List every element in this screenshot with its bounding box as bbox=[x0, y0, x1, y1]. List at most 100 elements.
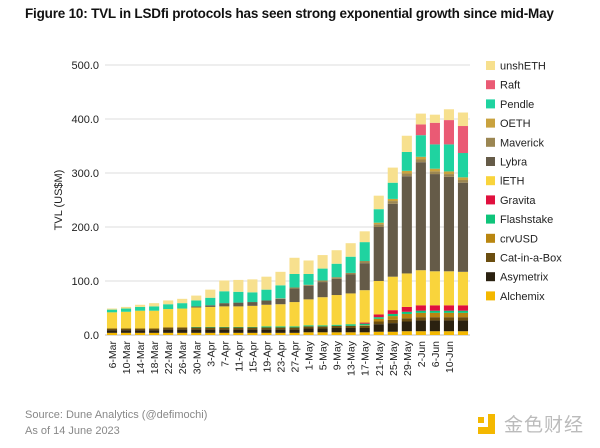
bar-segment-leth bbox=[261, 304, 272, 327]
legend-label: Gravita bbox=[500, 195, 536, 207]
bar-segment-lybra bbox=[401, 176, 412, 274]
bar-segment-maverick bbox=[415, 159, 426, 163]
bar-segment-alchemix bbox=[401, 331, 412, 335]
x-tick-label: 25-May bbox=[388, 340, 400, 376]
logo-text: 金色财经 bbox=[504, 415, 585, 436]
bar-segment-maverick bbox=[303, 284, 314, 286]
bar-segment-lybra bbox=[345, 274, 356, 294]
bar-segment-oeth bbox=[373, 222, 384, 225]
bar-segment-lybra bbox=[331, 278, 342, 296]
bar-segment-flashstake bbox=[205, 326, 216, 328]
x-tick-label: 27-Apr bbox=[290, 340, 302, 372]
bar-segment-maverick bbox=[373, 224, 384, 227]
bar-segment-maverick bbox=[429, 171, 440, 175]
bar-segment-pendle bbox=[177, 303, 188, 309]
bar-segment-pendle bbox=[191, 300, 202, 307]
bar-segment-unsheth bbox=[205, 289, 216, 298]
bar-segment-flashstake bbox=[331, 324, 342, 326]
bar-segment-cat-in-a-box bbox=[261, 327, 272, 330]
bar-segment-crvusd bbox=[429, 312, 440, 318]
bar-segment-cat-in-a-box bbox=[233, 327, 244, 330]
bar-segment-cat-in-a-box bbox=[275, 327, 286, 330]
y-axis-label: TVL (US$M) bbox=[53, 170, 65, 231]
bar-segment-maverick bbox=[317, 280, 328, 283]
bar-segment-alchemix bbox=[387, 331, 398, 335]
bar-segment-unsheth bbox=[121, 306, 132, 309]
bar-segment-cat-in-a-box bbox=[303, 326, 314, 329]
bar-segment-asymetrix bbox=[205, 329, 216, 333]
x-tick-label: 26-Mar bbox=[177, 341, 189, 375]
bar-segment-flashstake bbox=[275, 326, 286, 328]
x-tick-label: 1-May bbox=[304, 340, 316, 370]
bar-segment-lybra bbox=[387, 203, 398, 277]
bar-segment-pendle bbox=[149, 306, 160, 311]
bar-segment-raft bbox=[443, 120, 454, 145]
bar-segment-unsheth bbox=[275, 271, 286, 286]
bar-segment-pendle bbox=[443, 144, 454, 172]
x-tick-label: 14-Mar bbox=[135, 341, 147, 375]
bar-segment-gravita bbox=[373, 314, 384, 318]
bar-segment-leth bbox=[303, 299, 314, 326]
y-tick-label: 200.0 bbox=[71, 222, 99, 234]
bar-segment-alchemix bbox=[359, 332, 370, 335]
bar-segment-alchemix bbox=[303, 332, 314, 335]
x-tick-label: 19-Apr bbox=[261, 340, 273, 372]
bar-segment-asymetrix bbox=[135, 330, 146, 333]
bar-segment-crvusd bbox=[415, 312, 426, 318]
bar-segment-leth bbox=[359, 290, 370, 323]
bar-segment-flashstake bbox=[373, 317, 384, 319]
bar-segment-crvusd bbox=[401, 313, 412, 319]
bar-segment-unsheth bbox=[289, 257, 300, 274]
legend-label: Flashstake bbox=[500, 214, 553, 226]
bar-segment-alchemix bbox=[163, 332, 174, 335]
bar-segment-pendle bbox=[331, 263, 342, 278]
bar-segment-asymetrix bbox=[373, 324, 384, 332]
bar-segment-unsheth bbox=[401, 135, 412, 152]
bar-segment-unsheth bbox=[191, 295, 202, 301]
bar-segment-flashstake bbox=[415, 310, 426, 313]
bar-segment-maverick bbox=[289, 287, 300, 289]
bar-segment-unsheth bbox=[303, 260, 314, 274]
bar-segment-raft bbox=[457, 126, 469, 154]
bar-segment-asymetrix bbox=[289, 329, 300, 333]
bar-segment-lybra bbox=[247, 302, 258, 306]
bar-segment-cat-in-a-box bbox=[345, 325, 356, 328]
bar-segment-unsheth bbox=[177, 298, 188, 304]
source-note: Source: Dune Analytics (@defimochi) bbox=[25, 409, 208, 421]
bar-segment-cat-in-a-box bbox=[359, 325, 370, 328]
bar-segment-leth bbox=[387, 276, 398, 311]
bar-segment-asymetrix bbox=[387, 323, 398, 332]
bar-segment-flashstake bbox=[191, 326, 202, 328]
bar-segment-unsheth bbox=[219, 280, 230, 292]
bar-segment-crvusd bbox=[443, 312, 454, 318]
bar-segment-cat-in-a-box bbox=[163, 327, 174, 330]
bar-segment-unsheth bbox=[163, 300, 174, 305]
bar-segment-leth bbox=[135, 310, 146, 329]
bar-segment-leth bbox=[443, 271, 454, 306]
bar-segment-alchemix bbox=[149, 332, 160, 335]
legend-label: Asymetrix bbox=[500, 272, 549, 284]
bar-segment-lybra bbox=[429, 174, 440, 272]
bar-segment-cat-in-a-box bbox=[401, 318, 412, 322]
x-tick-label: 23-Apr bbox=[275, 340, 287, 372]
bar-segment-oeth bbox=[429, 168, 440, 172]
bar-segment-unsheth bbox=[233, 279, 244, 292]
gridlines bbox=[105, 64, 470, 336]
x-tick-label: 7-Apr bbox=[219, 341, 231, 367]
legend-label: unshETH bbox=[500, 61, 546, 73]
bar-segment-maverick bbox=[387, 201, 398, 204]
bar-segment-asymetrix bbox=[345, 327, 356, 333]
bar-segment-flashstake bbox=[345, 324, 356, 326]
bar-segment-flashstake bbox=[457, 310, 469, 313]
legend-swatch-lybra bbox=[486, 157, 495, 166]
bar-segment-pendle bbox=[275, 285, 286, 299]
bar-segment-pendle bbox=[359, 242, 370, 262]
bar-segment-flashstake bbox=[303, 325, 314, 327]
bar-segment-maverick bbox=[359, 261, 370, 264]
x-tick-label: 18-Mar bbox=[149, 341, 161, 375]
bar-segment-unsheth bbox=[106, 308, 118, 310]
bar-segment-cat-in-a-box bbox=[149, 328, 160, 331]
x-tick-label: 29-May bbox=[402, 340, 414, 376]
bar-segment-asymetrix bbox=[219, 329, 230, 333]
bar-segment-cat-in-a-box bbox=[121, 328, 132, 331]
